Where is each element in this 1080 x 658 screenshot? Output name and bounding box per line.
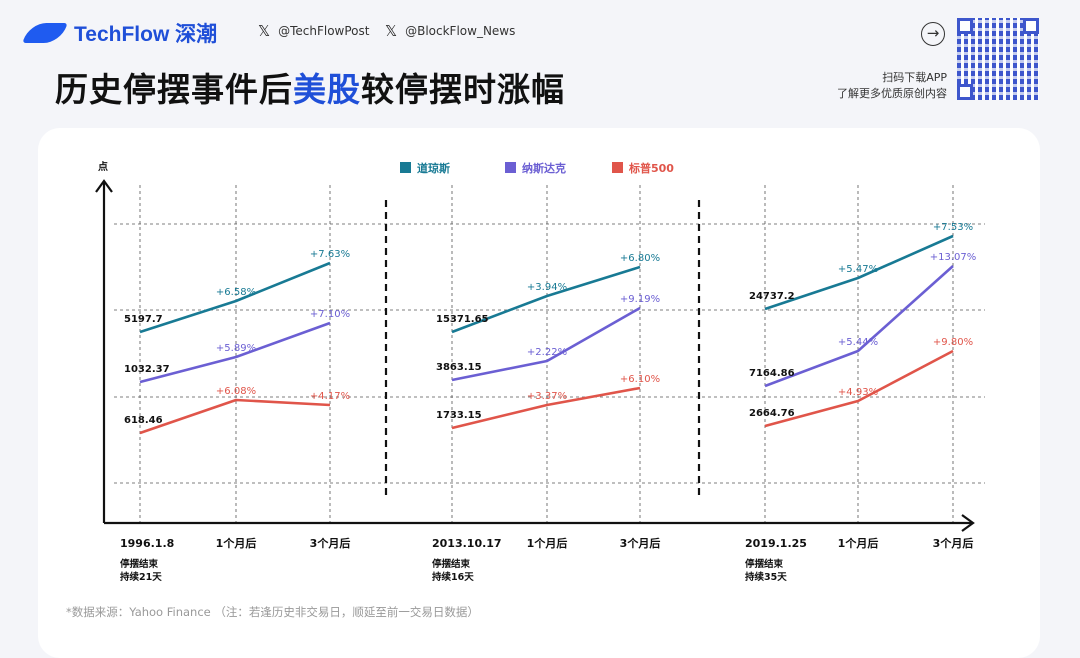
start-value-label: 2664.76 [749,408,795,419]
legend-label: 纳斯达克 [522,161,566,175]
x-tick-label: 3个月后 [620,536,661,550]
title-part: 较停摆时涨幅 [361,70,565,109]
start-value-label: 1733.15 [436,410,482,421]
change-label: +5.89% [216,343,256,354]
social-handle: @BlockFlow_News [405,24,516,38]
series-line-0 [764,234,954,311]
x-tick-label: 2019.1.25 [745,537,807,550]
title-part: 历史停摆事件后 [55,70,293,109]
page-title: 历史停摆事件后美股较停摆时涨幅 [55,63,565,111]
change-label: +6.80% [620,253,660,264]
change-label: +13.07% [930,252,977,263]
change-label: +3.37% [527,391,567,402]
change-label: +6.58% [216,287,256,298]
change-label: +4.93% [838,387,878,398]
series-line-1 [451,306,641,382]
qr-code [957,18,1039,100]
series-line-2 [451,386,641,430]
start-value-label: 5197.7 [124,314,163,325]
start-value-label: 1032.37 [124,364,170,375]
change-label: +4.17% [310,391,350,402]
change-label: +7.10% [310,309,350,320]
start-value-label: 3863.15 [436,362,482,373]
x-tick-label: 3个月后 [310,536,351,550]
x-icon: 𝕏 [385,22,398,40]
x-tick-label: 2013.10.17 [432,537,502,550]
promo-text: 扫码下载APP 了解更多优质原创内容 [837,70,947,102]
series-line-1 [139,321,331,384]
series-line-2 [764,349,954,428]
legend-swatch [505,162,516,173]
legend-swatch [400,162,411,173]
event-duration: 持续21天 [120,571,162,583]
data-source-note: *数据来源：Yahoo Finance （注：若逢历史非交易日，顺延至前一交易日… [66,605,479,619]
brand-name: TechFlow 深潮 [74,23,218,46]
social-blockflow[interactable]: 𝕏 @BlockFlow_News [385,22,515,40]
legend-label: 道琼斯 [417,161,450,175]
x-icon: 𝕏 [258,22,271,40]
start-value-label: 24737.2 [749,291,795,302]
start-value-label: 15371.65 [436,314,489,325]
chart: 点 道琼斯 纳斯达克 标普500 5197.7 +6.58% +7.63% 1032.37 +5… [95,160,985,583]
y-axis-label: 点 [98,160,108,173]
event-note: 停摆结束 [745,558,784,570]
change-label: +5.47% [838,264,878,275]
series-line-1 [764,265,954,388]
change-label: +9.19% [620,294,660,305]
event-note: 停摆结束 [432,558,471,570]
change-label: +9.80% [933,337,973,348]
x-tick-label: 1个月后 [527,536,568,550]
change-label: +6.08% [216,386,256,397]
promo-line: 扫码下载APP [882,71,947,84]
arrow-right-icon: → [921,22,945,46]
x-tick-label: 1个月后 [838,536,879,550]
x-axis-arrow-icon [961,514,975,532]
title-highlight: 美股 [293,70,361,109]
social-handle: @TechFlowPost [278,24,370,38]
change-label: +2.22% [527,347,567,358]
legend-label: 标普500 [628,161,674,175]
change-label: +3.94% [527,282,567,293]
change-label: +5.44% [838,337,878,348]
x-tick-label: 1个月后 [216,536,257,550]
series-line-0 [139,261,331,334]
event-duration: 持续35天 [745,571,787,583]
change-label: +6.10% [620,374,660,385]
promo-line: 了解更多优质原创内容 [837,87,947,100]
x-tick-label: 3个月后 [933,536,974,550]
social-techflowpost[interactable]: 𝕏 @TechFlowPost [258,22,369,40]
x-tick-label: 1996.1.8 [120,537,174,550]
y-axis-arrow-icon [95,179,113,193]
change-label: +7.53% [933,222,973,233]
change-label: +7.63% [310,249,350,260]
event-duration: 持续16天 [432,571,474,583]
series-line-2 [139,398,331,435]
legend-swatch [612,162,623,173]
brand-logo: TechFlow 深潮 [22,18,218,48]
start-value-label: 7164.86 [749,368,795,379]
series-line-0 [451,265,641,334]
start-value-label: 618.46 [124,415,163,426]
event-note: 停摆结束 [120,558,159,570]
